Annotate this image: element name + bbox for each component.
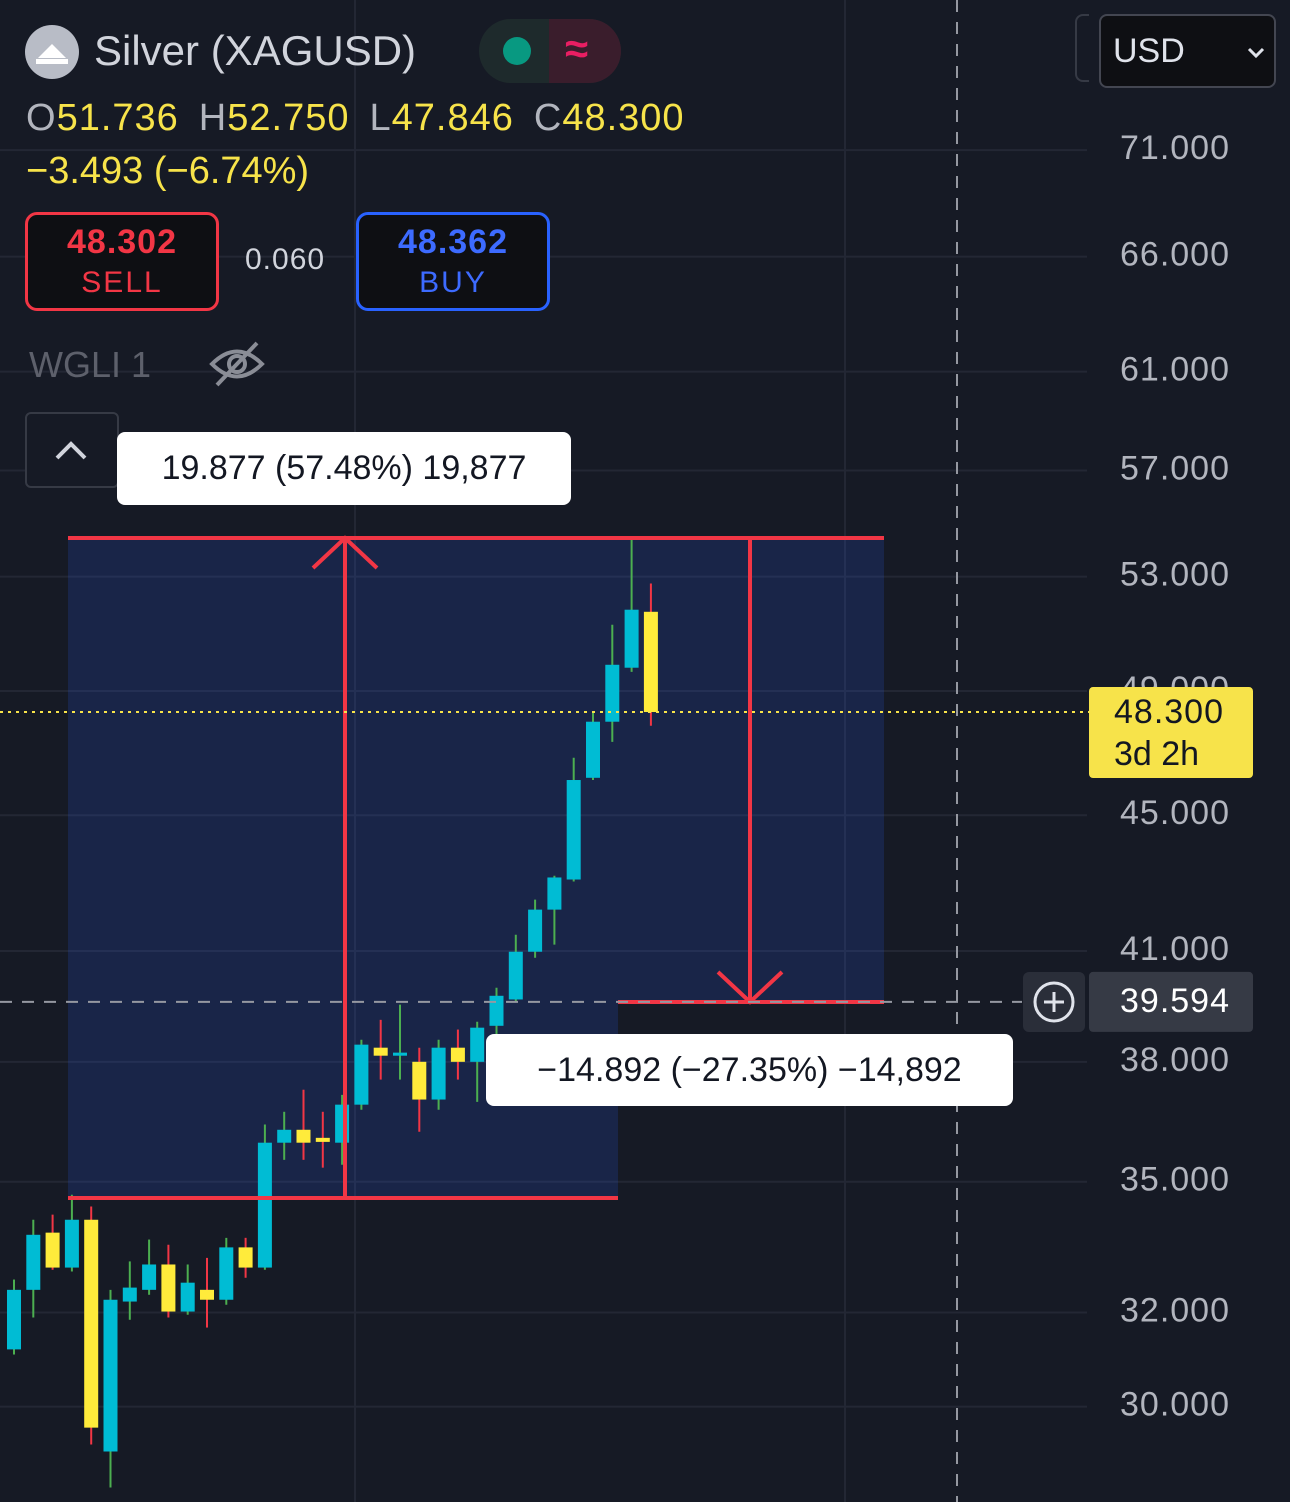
candle-body: [412, 1061, 427, 1100]
y-tick-label: 32.000: [1120, 1291, 1230, 1329]
y-tick-label: 38.000: [1120, 1041, 1230, 1079]
y-tick-label: 35.000: [1120, 1161, 1230, 1199]
candle-body: [508, 951, 523, 1000]
ohlc-key: H: [198, 97, 228, 139]
buy-button[interactable]: 48.362 BUY: [356, 212, 550, 311]
spread: 0.060: [245, 243, 326, 276]
buy-price: 48.362: [398, 223, 508, 261]
y-tick-label: 53.000: [1120, 556, 1230, 594]
ohlc-value: 47.846: [391, 97, 514, 139]
sell-label: SELL: [81, 266, 163, 299]
status-pill[interactable]: ≈: [479, 19, 621, 83]
candles: [7, 537, 658, 1488]
candle-body: [643, 611, 658, 713]
y-tick-label: 45.000: [1120, 794, 1230, 832]
y-tick-label: 66.000: [1120, 236, 1230, 274]
crosshair-label-bg: [1089, 971, 1253, 1032]
candle-body: [84, 1219, 99, 1428]
candle-body: [566, 780, 581, 880]
candle-body: [373, 1047, 388, 1056]
countdown: 3d 2h: [1114, 735, 1199, 773]
candle-body: [45, 1232, 60, 1268]
currency: USD: [1113, 32, 1185, 70]
candle-body: [277, 1129, 292, 1143]
y-tick-label: 41.000: [1120, 930, 1230, 968]
measure-label: 19.877 (57.48%) 19,877: [117, 432, 571, 505]
buy-label: BUY: [419, 266, 487, 299]
y-tick-label: 30.000: [1120, 1386, 1230, 1424]
candle-body: [393, 1052, 407, 1056]
candle-body: [354, 1044, 369, 1105]
currency-select[interactable]: USD: [1099, 14, 1276, 88]
ohlc-key: L: [369, 97, 392, 139]
candle-body: [142, 1264, 157, 1290]
y-tick-label: 57.000: [1120, 449, 1230, 487]
candle-body: [122, 1287, 137, 1302]
partial-control: [1075, 14, 1089, 82]
candle-body: [470, 1027, 485, 1062]
candle-body: [605, 664, 620, 722]
y-tick-label: 61.000: [1120, 351, 1230, 389]
candle-body: [431, 1047, 446, 1100]
price-label: 48.300: [1114, 693, 1224, 731]
symbol-title: Silver (XAGUSD): [94, 27, 417, 74]
candle-body: [26, 1234, 41, 1290]
candle-body: [200, 1289, 214, 1300]
candle-body: [315, 1137, 330, 1142]
ohlc-value: 52.750: [227, 97, 350, 139]
measure-label: −14.892 (−27.35%) −14,892: [486, 1034, 1013, 1106]
candle-body: [103, 1299, 118, 1452]
change: −3.493 (−6.74%): [26, 150, 310, 192]
candle-body: [64, 1219, 79, 1268]
sell-price: 48.302: [67, 223, 177, 261]
crosshair-label: 39.594: [1120, 982, 1230, 1020]
arrow-head: [311, 535, 379, 570]
candle-body: [180, 1282, 195, 1312]
candle-body: [528, 909, 543, 952]
candle-body: [219, 1247, 234, 1300]
candle-body: [586, 721, 600, 778]
collapse-button[interactable]: [25, 412, 119, 488]
overlay: 39.594 48.300 3d 2h: [0, 687, 1253, 1032]
ohlc-key: C: [533, 97, 563, 139]
sell-button[interactable]: 48.302 SELL: [25, 212, 219, 311]
candle-body: [296, 1129, 311, 1143]
candle-body: [489, 995, 504, 1026]
candle-body: [238, 1247, 253, 1268]
ohlc-key: O: [26, 97, 57, 139]
ohlc-row: O51.736 H52.750 L47.846 C48.300: [26, 97, 705, 140]
ohlc-value: 48.300: [562, 97, 685, 139]
add-button[interactable]: [1023, 972, 1085, 1032]
candle-body: [161, 1264, 176, 1312]
price-label-bg: [1089, 687, 1253, 779]
y-tick-label: 71.000: [1120, 129, 1230, 167]
candle-body: [257, 1142, 272, 1268]
candle-body: [624, 609, 639, 668]
candle-body: [547, 877, 562, 910]
hide-icon[interactable]: [207, 339, 267, 389]
symbol-logo: [25, 25, 79, 79]
ohlc-value: 51.736: [56, 97, 179, 139]
candle-body: [7, 1289, 21, 1350]
indicator-name: WGLI 1: [29, 344, 152, 385]
candle-body: [450, 1047, 465, 1062]
